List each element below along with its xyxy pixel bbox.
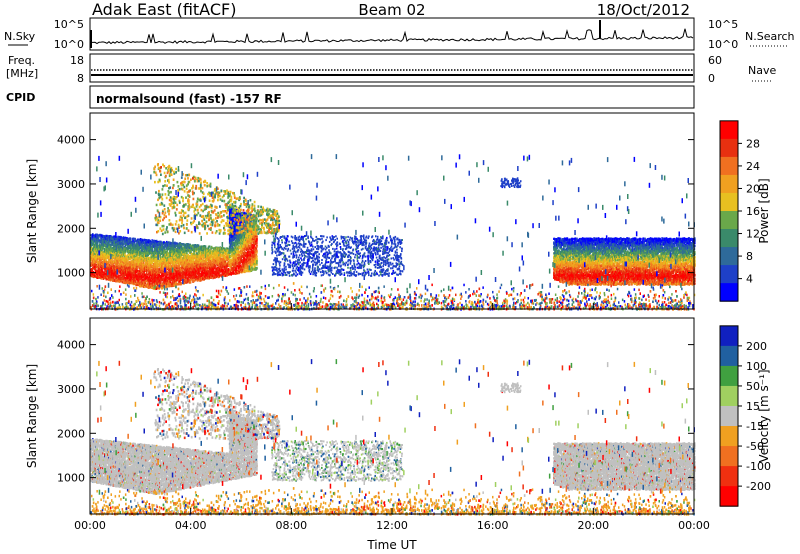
freq-right-tick-bottom: 0 [708, 72, 715, 85]
freq-label-2: [MHz] [6, 67, 38, 80]
echo-cell [102, 271, 104, 273]
noise-left-label: N.Sky [4, 30, 36, 43]
freq-right-tick-top: 60 [708, 54, 722, 67]
echo-cell [122, 281, 124, 283]
freq-left-tick-bottom: 8 [77, 72, 84, 85]
noise-right-label: N.Search [745, 30, 795, 43]
freq-label-1: Freq. [8, 54, 35, 67]
freq-left-tick-top: 18 [70, 54, 84, 67]
noise-left-tick-bottom: 10^0 [54, 38, 84, 51]
noise-trace [91, 20, 693, 48]
freq-panel [90, 54, 694, 82]
noise-right-tick-top: 10^5 [708, 18, 738, 31]
echo-cell [98, 236, 100, 238]
noise-line [91, 29, 693, 44]
station-title: Adak East (fitACF) [92, 0, 236, 19]
nave-label: Nave [748, 64, 776, 77]
noise-right-tick-bottom: 10^0 [708, 38, 738, 51]
noise-left-tick-top: 10^5 [54, 18, 84, 31]
date-title: 18/Oct/2012 [597, 1, 690, 19]
rti-figure: Adak East (fitACF) Beam 02 18/Oct/2012 N… [0, 0, 800, 554]
cpid-label: CPID [6, 91, 35, 104]
echo-cell [118, 245, 120, 247]
echo-cell [117, 236, 119, 238]
echo-cell [118, 265, 120, 267]
cpid-text: normalsound (fast) -157 RF [96, 92, 282, 106]
noise-panel [90, 18, 694, 50]
echo-cell [117, 262, 119, 264]
beam-title: Beam 02 [358, 1, 425, 19]
